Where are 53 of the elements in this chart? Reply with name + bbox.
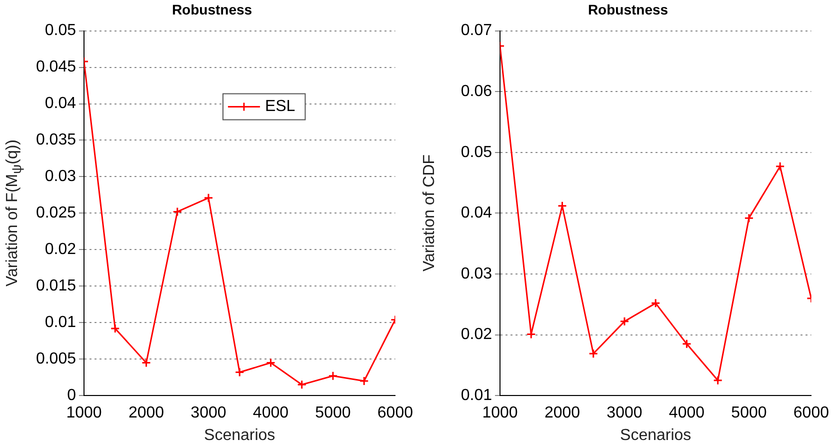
y-axis-title: Variation of CDF xyxy=(421,154,439,272)
x-tick-label: 6000 xyxy=(793,404,830,422)
y-tick-label: 0.025 xyxy=(36,204,76,222)
y-tick-label: 0.03 xyxy=(460,265,492,282)
x-tick-label: 4000 xyxy=(252,404,289,422)
point xyxy=(141,358,151,368)
point xyxy=(204,193,214,203)
y-tick-label: 0.005 xyxy=(36,350,76,368)
x-tick-label: 1000 xyxy=(482,404,518,422)
y-tick-label: 0.01 xyxy=(460,387,492,404)
chart-title: Robustness xyxy=(588,1,668,18)
point xyxy=(172,206,182,216)
x-tick-label: 3000 xyxy=(190,404,226,422)
y-tick-label: 0.02 xyxy=(44,241,76,258)
x-tick-label: 3000 xyxy=(606,404,642,422)
y-tick-label: 0.02 xyxy=(460,326,492,344)
y-tick-label: 0.01 xyxy=(44,314,76,332)
legend-label: ESL xyxy=(264,98,296,116)
point xyxy=(713,376,723,386)
x-tick-label: 5000 xyxy=(731,404,767,422)
y-tick-label: 0.04 xyxy=(460,204,492,222)
x-axis-title: Scenarios xyxy=(204,426,276,444)
chart-title: Robustness xyxy=(172,1,252,18)
x-tick-label: 6000 xyxy=(377,404,414,422)
point xyxy=(266,358,276,368)
point xyxy=(557,201,567,211)
y-tick-label: 0.03 xyxy=(44,168,76,186)
y-tick-label: 0.05 xyxy=(44,22,76,40)
point xyxy=(682,339,692,349)
point xyxy=(650,298,660,308)
point xyxy=(775,162,785,172)
x-tick-label: 2000 xyxy=(544,404,580,422)
y-tick-label: 0.035 xyxy=(36,132,76,149)
x-tick-label: 4000 xyxy=(668,404,705,422)
y-tick-label: 0 xyxy=(67,387,76,404)
y-tick-label: 0.06 xyxy=(460,83,492,100)
x-axis-title: Scenarios xyxy=(620,426,692,444)
point xyxy=(359,376,369,386)
y-tick-label: 0.05 xyxy=(460,144,492,161)
y-tick-label: 0.04 xyxy=(44,95,76,112)
point xyxy=(234,368,244,378)
y-tick-label: 0.045 xyxy=(36,58,76,76)
point xyxy=(328,371,338,381)
x-tick-label: 5000 xyxy=(315,404,351,422)
point xyxy=(588,348,598,358)
point xyxy=(744,213,754,223)
point xyxy=(620,316,630,326)
x-tick-label: 2000 xyxy=(128,404,164,422)
point xyxy=(297,380,307,390)
y-tick-label: 0.07 xyxy=(460,22,492,40)
y-tick-label: 0.015 xyxy=(36,278,76,295)
x-tick-label: 1000 xyxy=(66,404,102,422)
point xyxy=(110,324,120,334)
